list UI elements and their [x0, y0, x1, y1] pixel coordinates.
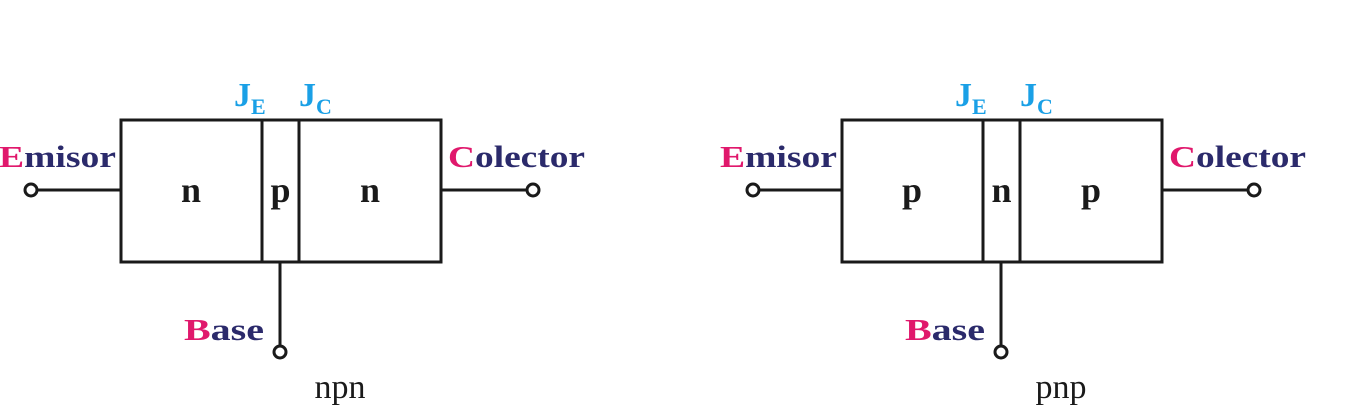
- npn-je-label: JE: [234, 77, 266, 119]
- npn-region-emitter: n: [181, 170, 201, 210]
- pnp-region-emitter: p: [902, 170, 922, 210]
- npn-region-collector: n: [360, 170, 380, 210]
- npn-emitter-terminal: [23, 182, 39, 198]
- pnp-jc-label: JC: [1020, 77, 1053, 119]
- npn-base-terminal: [272, 344, 288, 360]
- pnp-collector-terminal: [1246, 182, 1262, 198]
- npn-collector-terminal: [525, 182, 541, 198]
- pnp-je-label: JE: [955, 77, 987, 119]
- npn-caption: npn: [315, 369, 366, 406]
- npn-region-base: p: [270, 170, 290, 210]
- pnp-base-terminal: [993, 344, 1009, 360]
- pnp-region-base: n: [991, 170, 1011, 210]
- pnp-region-collector: p: [1081, 170, 1101, 210]
- pnp-caption: pnp: [1036, 369, 1087, 406]
- pnp-emitter-terminal: [745, 182, 761, 198]
- npn-jc-label: JC: [299, 77, 332, 119]
